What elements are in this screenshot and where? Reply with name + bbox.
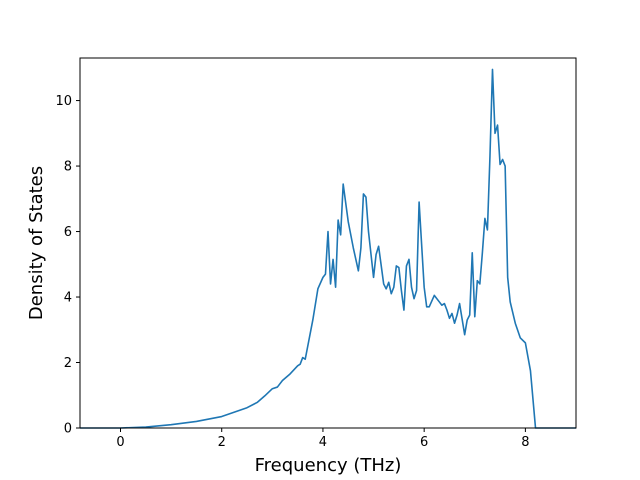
y-tick-label: 8 xyxy=(64,160,72,175)
x-tick-label: 8 xyxy=(521,435,529,450)
x-tick-label: 0 xyxy=(116,435,124,450)
series-layer xyxy=(80,68,576,429)
x-axis-label: Frequency (THz) xyxy=(255,455,402,476)
y-tick-label: 4 xyxy=(64,291,72,306)
series-line-0 xyxy=(80,68,576,429)
axes-frame xyxy=(79,57,577,429)
y-tick-label: 10 xyxy=(55,94,72,109)
x-tick-label: 6 xyxy=(420,435,428,450)
x-tick-label: 2 xyxy=(218,435,226,450)
y-axis-ticks: 0 2 4 6 8 10 xyxy=(55,94,80,437)
x-axis-ticks: 0 2 4 6 8 xyxy=(116,428,530,450)
y-tick-label: 6 xyxy=(64,225,72,240)
y-tick-label: 0 xyxy=(64,422,72,437)
y-tick-label: 2 xyxy=(64,356,72,371)
y-axis-label: Density of States xyxy=(26,166,47,320)
x-tick-label: 4 xyxy=(319,435,327,450)
